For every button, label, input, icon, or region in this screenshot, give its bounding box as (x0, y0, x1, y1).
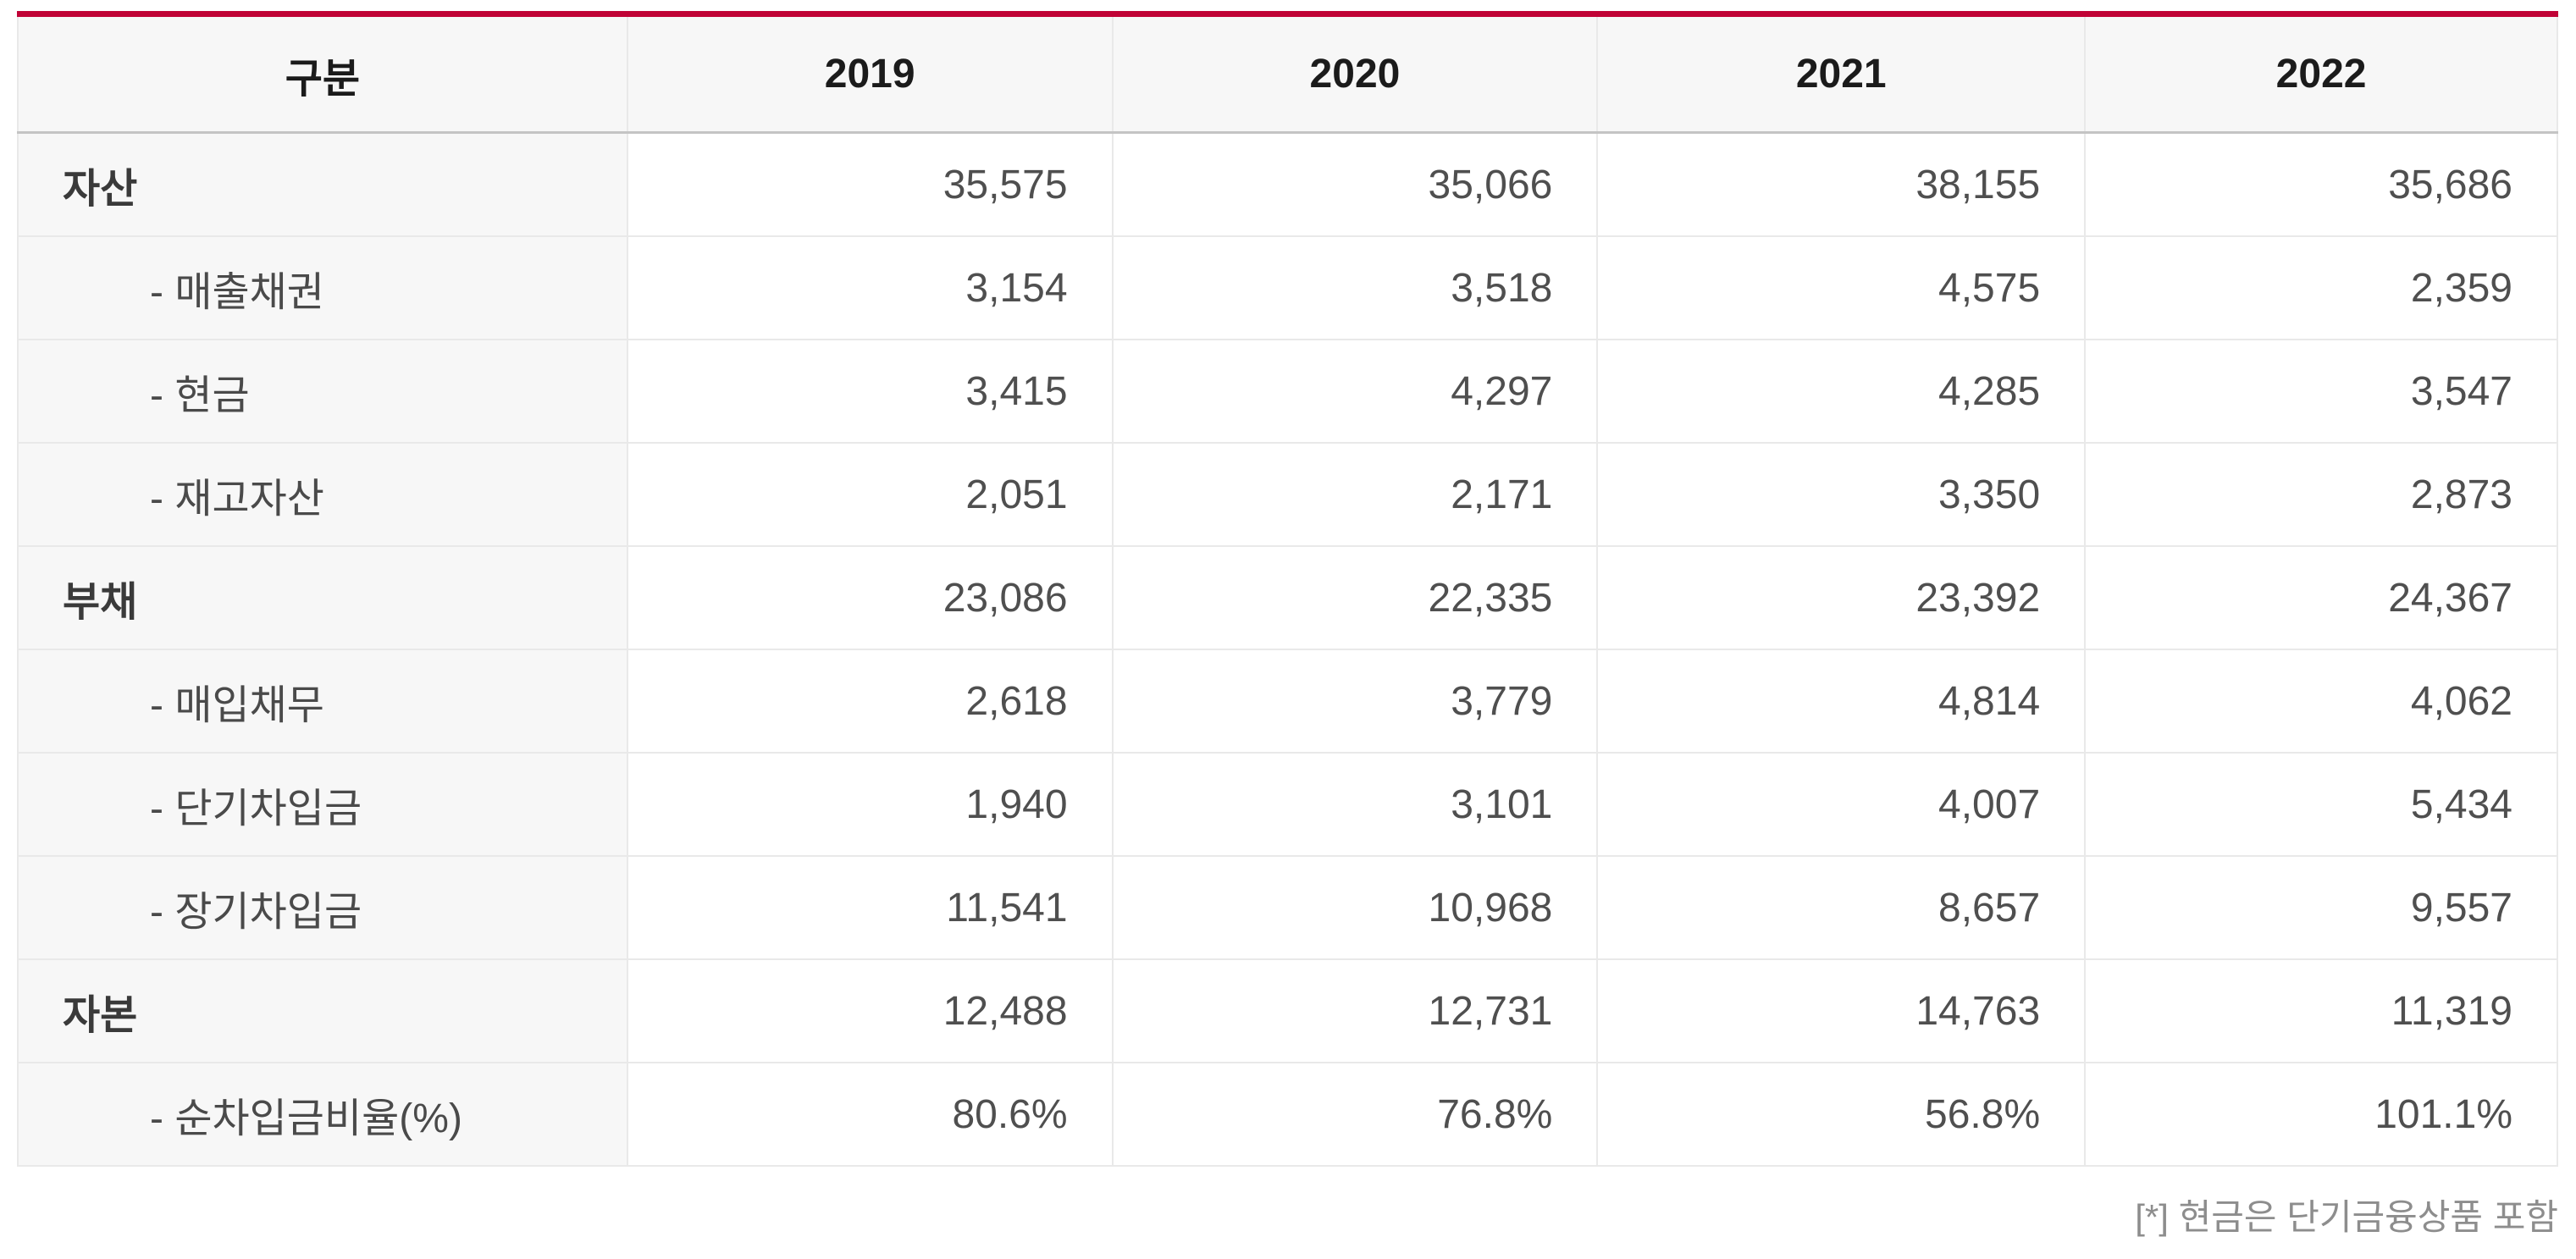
value-cell: 4,814 (1596, 649, 2086, 754)
value-cell: 4,285 (1596, 340, 2086, 444)
column-header-2022: 2022 (2084, 14, 2557, 134)
value-cell: 23,392 (1596, 546, 2086, 650)
value-cell: 56.8% (1596, 1063, 2086, 1167)
value-cell: 38,155 (1596, 132, 2086, 237)
value-cell: 10,968 (1111, 856, 1598, 960)
table-row-inventory: - 재고자산 2,051 2,171 3,350 2,873 (18, 443, 2557, 547)
column-header-2020: 2020 (1111, 14, 1598, 134)
column-header-2021: 2021 (1596, 14, 2086, 134)
value-cell: 5,434 (2084, 753, 2557, 857)
value-cell: 35,686 (2084, 132, 2557, 237)
value-cell: 35,575 (626, 132, 1113, 237)
value-cell: 2,171 (1111, 443, 1598, 547)
value-cell: 24,367 (2084, 546, 2557, 650)
value-cell: 2,359 (2084, 236, 2557, 340)
value-cell: 3,779 (1111, 649, 1598, 754)
column-header-2019: 2019 (626, 14, 1113, 134)
table-row-cash: - 현금 3,415 4,297 4,285 3,547 (18, 340, 2557, 444)
footnote: [*] 현금은 단기금융상품 포함 (2135, 1197, 2558, 1237)
row-label: - 매출채권 (18, 236, 627, 340)
financial-table: 구분 2019 2020 2021 2022 자산 35,575 35,066 … (17, 11, 2558, 1167)
table-row-short-term-borrowings: - 단기차입금 1,940 3,101 4,007 5,434 (18, 753, 2557, 857)
row-label: - 단기차입금 (18, 753, 627, 857)
value-cell: 22,335 (1111, 546, 1598, 650)
row-label: - 장기차입금 (18, 856, 627, 960)
value-cell: 101.1% (2084, 1063, 2557, 1167)
value-cell: 2,873 (2084, 443, 2557, 547)
value-cell: 35,066 (1111, 132, 1598, 237)
value-cell: 3,350 (1596, 443, 2086, 547)
table-row-equity: 자본 12,488 12,731 14,763 11,319 (18, 959, 2557, 1063)
value-cell: 2,618 (626, 649, 1113, 754)
value-cell: 9,557 (2084, 856, 2557, 960)
table-row-trade-payables: - 매입채무 2,618 3,779 4,814 4,062 (18, 649, 2557, 754)
row-label: - 순차입금비율(%) (18, 1063, 627, 1167)
value-cell: 12,488 (626, 959, 1113, 1063)
value-cell: 4,062 (2084, 649, 2557, 754)
value-cell: 12,731 (1111, 959, 1598, 1063)
header-row: 구분 2019 2020 2021 2022 (18, 14, 2557, 134)
value-cell: 4,575 (1596, 236, 2086, 340)
table-row-long-term-borrowings: - 장기차입금 11,541 10,968 8,657 9,557 (18, 856, 2557, 960)
value-cell: 80.6% (626, 1063, 1113, 1167)
value-cell: 23,086 (626, 546, 1113, 650)
value-cell: 3,154 (626, 236, 1113, 340)
value-cell: 3,547 (2084, 340, 2557, 444)
value-cell: 4,007 (1596, 753, 2086, 857)
table-row-trade-receivables: - 매출채권 3,154 3,518 4,575 2,359 (18, 236, 2557, 340)
value-cell: 3,415 (626, 340, 1113, 444)
value-cell: 11,541 (626, 856, 1113, 960)
row-label: - 매입채무 (18, 649, 627, 754)
row-label: 자본 (18, 959, 627, 1063)
row-label: - 현금 (18, 340, 627, 444)
table-row-net-debt-ratio: - 순차입금비율(%) 80.6% 76.8% 56.8% 101.1% (18, 1063, 2557, 1167)
column-header-category: 구분 (18, 14, 627, 134)
value-cell: 14,763 (1596, 959, 2086, 1063)
row-label: - 재고자산 (18, 443, 627, 547)
value-cell: 1,940 (626, 753, 1113, 857)
row-label: 자산 (18, 132, 627, 237)
value-cell: 2,051 (626, 443, 1113, 547)
value-cell: 4,297 (1111, 340, 1598, 444)
value-cell: 76.8% (1111, 1063, 1598, 1167)
table-row-liabilities: 부채 23,086 22,335 23,392 24,367 (18, 546, 2557, 650)
value-cell: 11,319 (2084, 959, 2557, 1063)
value-cell: 3,101 (1111, 753, 1598, 857)
value-cell: 3,518 (1111, 236, 1598, 340)
value-cell: 8,657 (1596, 856, 2086, 960)
table-row-assets: 자산 35,575 35,066 38,155 35,686 (18, 132, 2557, 237)
row-label: 부채 (18, 546, 627, 650)
